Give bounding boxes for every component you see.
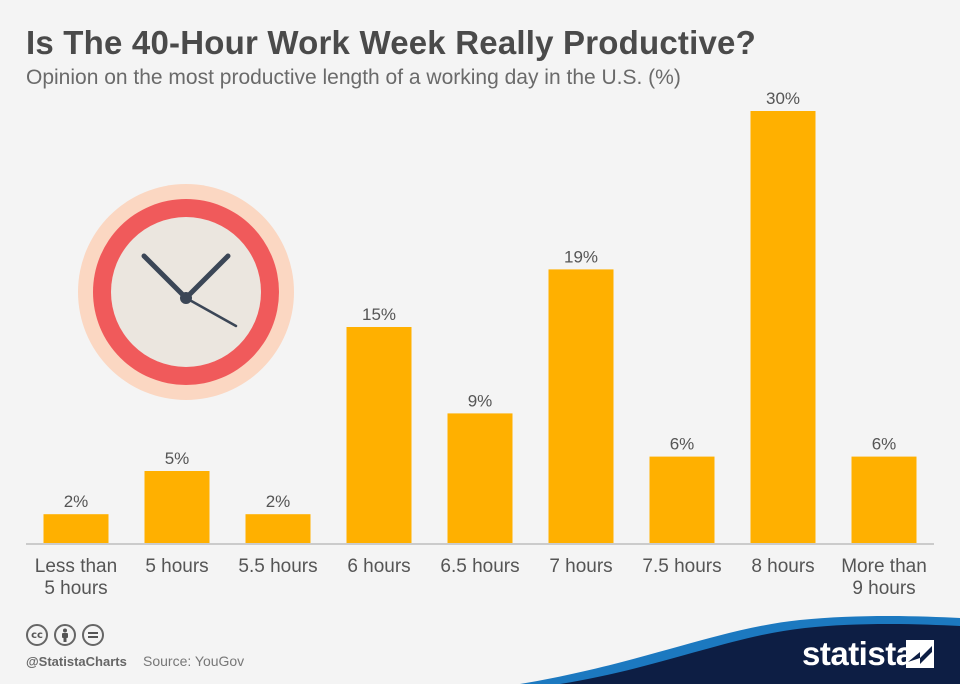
data-label: 30% [766, 89, 800, 108]
data-label: 6% [872, 435, 897, 454]
bar[interactable] [750, 111, 816, 543]
data-label: 2% [266, 492, 291, 511]
category-label: 6 hours [347, 556, 410, 577]
data-label: 15% [362, 305, 396, 324]
statista-logo-text[interactable]: statista [802, 635, 914, 672]
bar[interactable] [649, 456, 715, 543]
category-label: 5.5 hours [238, 556, 317, 577]
license-icons: cc [26, 624, 104, 646]
twitter-handle[interactable]: @StatistaCharts [26, 654, 127, 669]
bar[interactable] [245, 514, 311, 543]
bar[interactable] [851, 456, 917, 543]
data-label: 2% [64, 492, 89, 511]
bar[interactable] [447, 413, 513, 543]
category-label: Less than [35, 556, 117, 577]
bar[interactable] [346, 327, 412, 543]
data-label: 5% [165, 449, 190, 468]
data-label: 19% [564, 247, 598, 266]
category-label: More than [841, 556, 927, 577]
bar[interactable] [548, 269, 614, 543]
source-note: Source: YouGov [143, 653, 245, 669]
statista-logo-icon[interactable] [906, 640, 934, 668]
category-label: 7.5 hours [642, 556, 721, 577]
no-derivatives-icon[interactable] [82, 624, 104, 646]
cc-icon[interactable]: cc [26, 624, 48, 646]
attribution-icon[interactable] [54, 624, 76, 646]
category-label: 6.5 hours [440, 556, 519, 577]
category-label: 9 hours [852, 578, 915, 599]
bar[interactable] [144, 471, 210, 543]
chart-subtitle: Opinion on the most productive length of… [26, 66, 681, 89]
category-label: 8 hours [751, 556, 814, 577]
clock-icon [78, 184, 294, 400]
data-label: 6% [670, 435, 695, 454]
category-label: 7 hours [549, 556, 612, 577]
data-label: 9% [468, 391, 493, 410]
category-label: 5 hours [145, 556, 208, 577]
chart-title: Is The 40-Hour Work Week Really Producti… [26, 24, 756, 61]
bar[interactable] [43, 514, 109, 543]
category-label: 5 hours [44, 578, 107, 599]
